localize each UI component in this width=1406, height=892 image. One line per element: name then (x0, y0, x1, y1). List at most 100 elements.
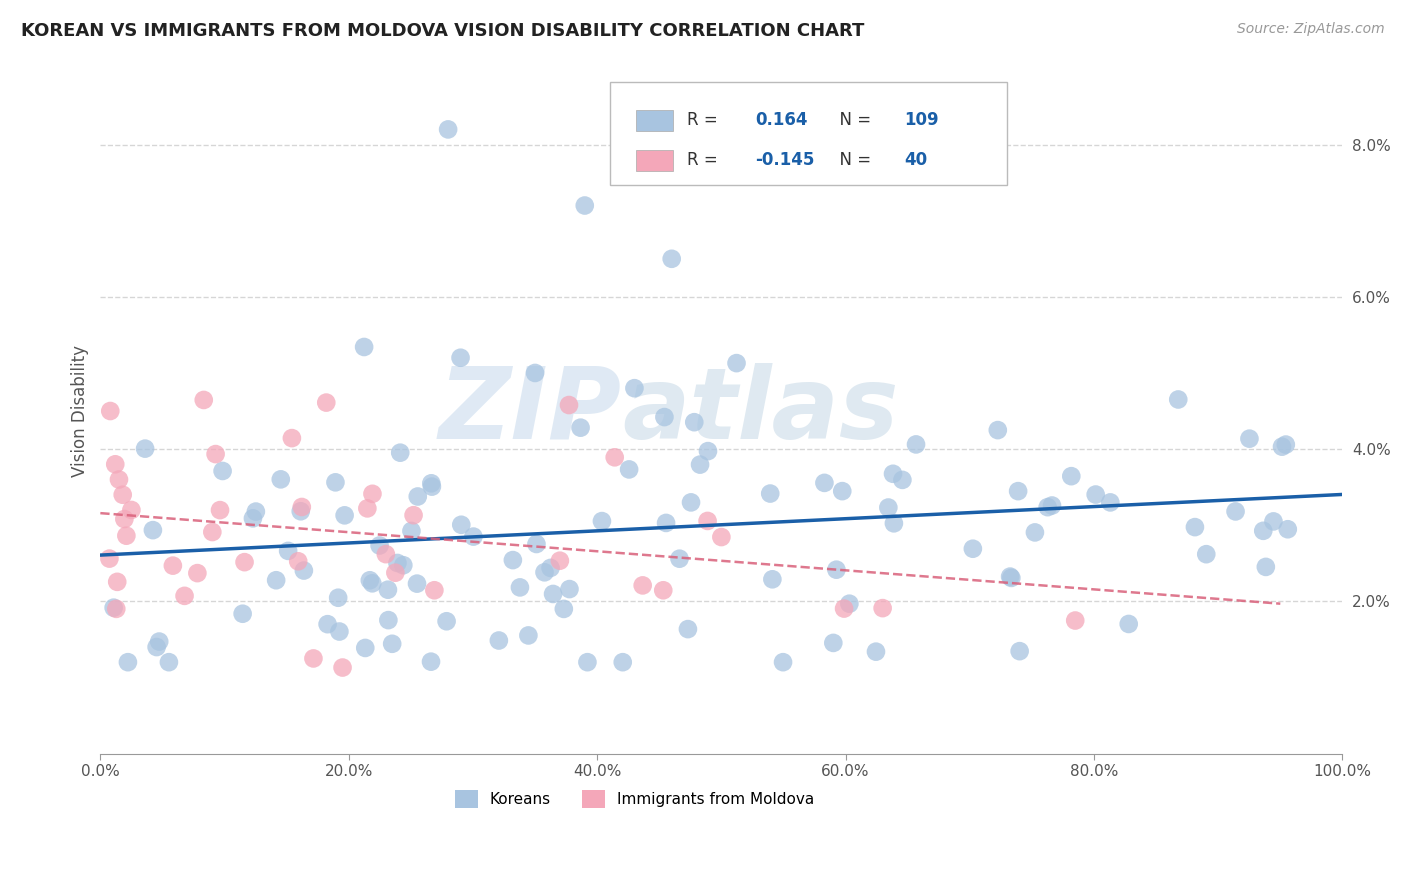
Point (290, 504, 312, 518)
Point (105, 574, 128, 589)
Point (98, 404, 121, 418)
Point (264, 573, 287, 587)
Point (117, 655, 139, 669)
FancyBboxPatch shape (636, 150, 673, 170)
Point (401, 524, 423, 538)
Point (574, 198, 596, 212)
Point (683, 415, 706, 429)
Point (1064, 614, 1087, 628)
Point (277, 544, 299, 558)
Point (387, 556, 409, 570)
Point (315, 395, 337, 409)
Point (679, 495, 702, 509)
Point (361, 487, 384, 501)
Point (111, 488, 134, 502)
Point (655, 516, 678, 530)
Point (1000, 571, 1022, 585)
Point (526, 537, 548, 551)
Point (112, 512, 135, 526)
Point (450, 351, 472, 365)
Point (245, 505, 267, 519)
Point (437, 122, 460, 136)
FancyBboxPatch shape (636, 110, 673, 130)
Text: 40: 40 (904, 152, 927, 169)
Point (232, 607, 254, 621)
Point (661, 252, 683, 266)
Point (772, 655, 794, 669)
Point (631, 578, 654, 592)
Point (823, 636, 845, 650)
Point (1275, 437, 1298, 451)
Point (540, 561, 562, 575)
Point (865, 645, 887, 659)
Point (120, 503, 142, 517)
Point (1167, 392, 1189, 407)
Point (1184, 520, 1206, 534)
Point (193, 392, 215, 407)
Point (654, 410, 676, 425)
Point (882, 467, 904, 481)
Point (368, 539, 391, 553)
Point (710, 530, 733, 544)
Point (98, 551, 121, 566)
Legend: Koreans, Immigrants from Moldova: Koreans, Immigrants from Moldova (449, 783, 820, 814)
Point (420, 480, 443, 494)
Point (825, 563, 848, 577)
Point (877, 500, 900, 515)
Point (148, 634, 170, 648)
Point (402, 508, 425, 523)
Point (354, 640, 377, 655)
Point (104, 458, 127, 472)
Point (333, 508, 356, 523)
Point (173, 589, 195, 603)
Point (204, 447, 226, 461)
Point (1225, 504, 1247, 518)
Point (201, 524, 224, 539)
Point (423, 583, 446, 598)
Point (450, 517, 472, 532)
Point (558, 582, 581, 596)
Point (517, 628, 540, 642)
Point (696, 514, 718, 528)
Point (569, 420, 592, 434)
Point (115, 529, 138, 543)
Point (356, 501, 378, 516)
Point (617, 462, 640, 476)
Point (353, 340, 375, 354)
Text: atlas: atlas (621, 362, 898, 459)
Point (533, 566, 555, 580)
Point (208, 503, 231, 517)
Point (381, 637, 404, 651)
Point (603, 450, 626, 465)
Point (697, 444, 720, 458)
Point (1195, 547, 1218, 561)
Point (962, 541, 984, 556)
Point (725, 356, 748, 370)
Point (509, 581, 531, 595)
Point (287, 554, 309, 568)
Text: -0.145: -0.145 (755, 152, 814, 169)
Point (292, 564, 315, 578)
Point (359, 574, 381, 588)
Point (1008, 644, 1031, 658)
Point (374, 547, 396, 561)
Point (406, 490, 429, 504)
Point (759, 486, 782, 500)
Point (676, 622, 699, 636)
Point (377, 582, 399, 597)
Point (332, 660, 354, 674)
Point (838, 597, 860, 611)
Point (328, 591, 350, 605)
Text: N =: N = (830, 112, 877, 129)
Point (1254, 560, 1277, 574)
Text: 109: 109 (904, 112, 939, 129)
Point (623, 381, 645, 395)
Point (1277, 522, 1299, 536)
FancyBboxPatch shape (610, 82, 1007, 185)
Point (1060, 469, 1083, 483)
Point (392, 558, 415, 573)
Text: R =: R = (686, 112, 723, 129)
Point (987, 423, 1010, 437)
Point (1040, 499, 1063, 513)
Point (998, 569, 1021, 583)
